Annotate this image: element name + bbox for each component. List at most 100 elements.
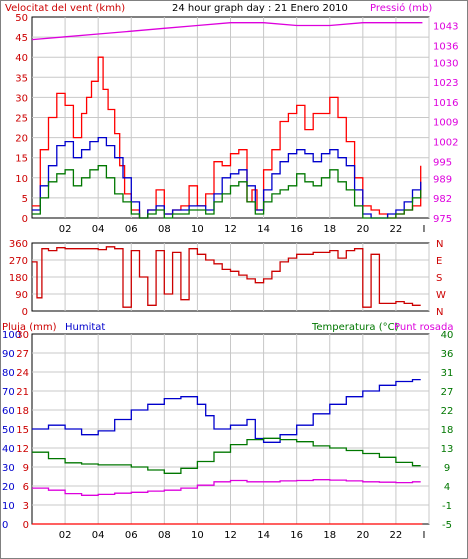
humidity-y-tick-label: 10 <box>2 501 15 512</box>
pressure-y-tick-label: 1016 <box>433 98 458 109</box>
temperature-y-tick-label: -5 <box>442 520 452 531</box>
x-tick-label: 04 <box>92 224 105 235</box>
pressure-y-tick-label: 1009 <box>433 118 458 129</box>
x-tick-label: I <box>423 530 426 541</box>
pressure-y-tick-label: 1023 <box>433 78 458 89</box>
humidity-y-tick-label: 40 <box>2 444 15 455</box>
humidity-y-tick-label: 80 <box>2 368 15 379</box>
rain-y-tick-label: 0 <box>23 520 29 531</box>
temperature-y-tick-label: 4 <box>444 482 450 493</box>
pressure-label: Pressió (mb) <box>370 2 432 14</box>
wind-direction-line <box>32 246 421 308</box>
wind-y-tick-label: 20 <box>15 134 28 145</box>
rain-label: Pluja (mm) <box>2 322 57 333</box>
temperature-y-tick-label: 40 <box>441 330 454 341</box>
wind-y-tick-label: 10 <box>15 174 28 185</box>
humidity-y-tick-label: 0 <box>2 520 8 531</box>
x-tick-label: 08 <box>158 530 171 541</box>
temperature-y-tick-label: 27 <box>441 387 454 398</box>
humidity-y-tick-label: 90 <box>2 349 15 360</box>
direction-y-tick-label: 0 <box>22 307 28 318</box>
temperature-y-tick-label: 36 <box>441 349 454 360</box>
compass-tick-label: W <box>436 290 446 301</box>
x-tick-label: 12 <box>224 224 237 235</box>
x-tick-label: 22 <box>390 530 403 541</box>
wind-y-tick-label: 15 <box>15 154 28 165</box>
x-tick-label: 22 <box>390 224 403 235</box>
dew-point-line <box>32 479 421 496</box>
humidity-y-tick-label: 50 <box>2 425 15 436</box>
humidity-y-tick-label: 60 <box>2 406 15 417</box>
temperature-y-tick-label: 31 <box>441 368 454 379</box>
pressure-y-tick-label: 995 <box>433 157 452 168</box>
x-tick-label: 08 <box>158 224 171 235</box>
pressure-y-tick-label: 982 <box>433 194 452 205</box>
x-tick-label: 18 <box>323 224 336 235</box>
wind-y-tick-label: 0 <box>22 214 28 225</box>
humidity-label: Humitat <box>65 322 105 333</box>
rain-y-tick-label: 12 <box>16 444 29 455</box>
humidity-y-tick-label: 70 <box>2 387 15 398</box>
x-tick-label: 14 <box>257 224 270 235</box>
rain-y-tick-label: 21 <box>16 387 29 398</box>
x-tick-label: 20 <box>356 224 369 235</box>
x-tick-label: 18 <box>323 530 336 541</box>
compass-tick-label: E <box>436 256 442 267</box>
x-tick-label: I <box>423 224 426 235</box>
wind-y-tick-label: 40 <box>15 53 28 64</box>
pressure-y-tick-label: 989 <box>433 174 452 185</box>
wind-y-tick-label: 50 <box>15 13 28 24</box>
temperature-y-tick-label: 22 <box>441 406 454 417</box>
direction-y-tick-label: 180 <box>9 273 28 284</box>
rain-y-tick-label: 9 <box>23 463 29 474</box>
wind-speed-label: Velocitat del vent (kmh) <box>5 3 125 14</box>
rain-y-tick-label: 15 <box>16 425 29 436</box>
x-tick-label: 14 <box>257 530 270 541</box>
direction-y-tick-label: 360 <box>9 239 28 250</box>
wind-y-tick-label: 30 <box>15 93 28 104</box>
x-tick-label: 04 <box>92 530 105 541</box>
direction-y-tick-label: 270 <box>9 256 28 267</box>
x-tick-label: 16 <box>290 224 303 235</box>
direction-y-tick-label: 90 <box>15 290 28 301</box>
pressure-y-tick-label: 1036 <box>433 41 458 52</box>
compass-tick-label: N <box>436 307 443 318</box>
x-tick-label: 20 <box>356 530 369 541</box>
x-tick-label: 10 <box>191 530 204 541</box>
temperature-y-tick-label: 13 <box>441 444 454 455</box>
temperature-label: Temperatura (°C) <box>311 322 399 333</box>
rain-y-tick-label: 27 <box>16 349 29 360</box>
wind-y-tick-label: 45 <box>15 33 28 44</box>
temperature-y-tick-label: -1 <box>442 501 452 512</box>
humidity-line <box>32 378 421 443</box>
chart-title: 24 hour graph day : 21 Enero 2010 <box>172 3 348 14</box>
temperature-y-tick-label: 18 <box>441 425 454 436</box>
wind-y-tick-label: 5 <box>22 194 28 205</box>
pressure-y-tick-label: 1002 <box>433 138 458 149</box>
pressure-y-tick-label: 975 <box>433 214 452 225</box>
humidity-y-tick-label: 20 <box>2 482 15 493</box>
rain-y-tick-label: 24 <box>16 368 29 379</box>
x-tick-label: 16 <box>290 530 303 541</box>
rain-y-tick-label: 18 <box>16 406 29 417</box>
humidity-y-tick-label: 30 <box>2 463 15 474</box>
compass-tick-label: N <box>436 239 443 250</box>
rain-y-tick-label: 3 <box>23 501 29 512</box>
temperature-y-tick-label: 9 <box>444 463 450 474</box>
x-tick-label: 12 <box>224 530 237 541</box>
temperature-line <box>32 437 421 474</box>
pressure-y-tick-label: 1030 <box>433 58 458 69</box>
x-tick-label: 02 <box>59 224 72 235</box>
x-tick-label: 06 <box>125 224 138 235</box>
wind-average-line <box>32 136 422 219</box>
dew-point-label: Punt rosada <box>394 322 453 333</box>
x-tick-label: 10 <box>191 224 204 235</box>
wind-gust-line <box>32 56 422 219</box>
pressure-line <box>31 22 423 41</box>
wind-y-tick-label: 35 <box>15 73 28 84</box>
